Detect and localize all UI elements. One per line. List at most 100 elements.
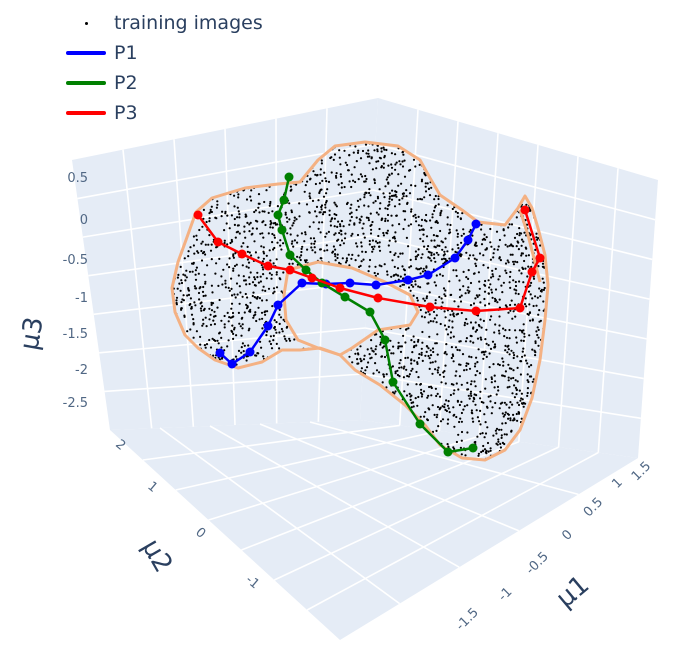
training-point xyxy=(318,190,321,193)
training-point xyxy=(339,173,342,176)
p2-point xyxy=(273,210,283,220)
training-point xyxy=(503,234,506,237)
training-point xyxy=(265,277,268,280)
training-point xyxy=(300,250,303,254)
training-point xyxy=(313,240,317,243)
training-point xyxy=(195,266,198,269)
training-point xyxy=(269,202,272,205)
training-point xyxy=(505,403,508,406)
training-point xyxy=(280,290,283,293)
training-point xyxy=(538,309,541,312)
training-point xyxy=(355,160,358,163)
training-point xyxy=(497,329,501,332)
training-point xyxy=(386,229,389,232)
training-point xyxy=(254,284,257,287)
training-point xyxy=(351,232,354,235)
training-point xyxy=(365,366,369,369)
training-point xyxy=(513,396,517,399)
training-point xyxy=(477,452,480,455)
training-point xyxy=(438,295,441,299)
grid-line xyxy=(224,128,236,426)
training-point xyxy=(290,242,293,245)
training-point xyxy=(420,178,424,181)
training-point xyxy=(417,356,420,360)
legend-item-training[interactable]: training images xyxy=(66,8,263,38)
training-point xyxy=(520,417,523,420)
training-point xyxy=(300,232,303,235)
legend-label-training: training images xyxy=(114,12,263,34)
training-point xyxy=(414,165,417,168)
legend-label-p3: P3 xyxy=(114,102,138,124)
training-point xyxy=(403,175,407,178)
training-point xyxy=(384,219,387,223)
training-point xyxy=(483,413,486,416)
training-point xyxy=(312,237,316,240)
training-point xyxy=(474,297,477,300)
training-point xyxy=(348,154,351,157)
p3-point xyxy=(335,283,345,293)
training-point xyxy=(363,196,366,199)
training-point xyxy=(513,303,517,306)
training-point xyxy=(466,431,469,434)
p1-line xyxy=(219,223,478,366)
training-point xyxy=(495,393,498,396)
grid-line xyxy=(317,108,328,422)
training-point xyxy=(361,250,364,253)
training-point xyxy=(478,252,482,255)
training-point xyxy=(466,289,469,292)
training-point xyxy=(517,241,520,244)
training-point xyxy=(509,270,512,274)
training-point xyxy=(465,318,468,321)
training-point xyxy=(264,223,267,227)
training-point xyxy=(368,188,371,191)
training-point xyxy=(474,330,477,333)
training-point xyxy=(511,317,514,320)
training-point xyxy=(364,191,367,194)
training-point xyxy=(338,231,341,235)
training-point xyxy=(456,348,459,351)
training-point xyxy=(531,348,534,351)
training-point xyxy=(391,259,394,262)
training-point xyxy=(454,374,457,377)
training-point xyxy=(399,350,403,353)
training-point xyxy=(415,383,418,386)
training-point xyxy=(231,316,234,319)
legend-item-p3[interactable]: P3 xyxy=(66,98,263,128)
training-point xyxy=(537,336,540,339)
training-point xyxy=(478,372,481,375)
training-point xyxy=(354,352,357,355)
training-point xyxy=(482,357,485,360)
training-point xyxy=(192,318,195,321)
training-point xyxy=(360,215,363,218)
training-point xyxy=(211,337,214,340)
training-point xyxy=(503,433,506,436)
grid-line xyxy=(367,281,647,340)
training-point xyxy=(239,291,242,294)
training-point xyxy=(448,280,451,283)
training-point xyxy=(429,349,432,352)
training-point xyxy=(295,218,298,221)
training-point xyxy=(317,199,320,202)
training-point xyxy=(339,225,342,228)
training-point xyxy=(483,353,486,356)
training-point xyxy=(354,180,357,184)
legend-item-p1[interactable]: P1 xyxy=(66,38,263,68)
training-point xyxy=(279,316,283,319)
training-point xyxy=(489,394,492,397)
training-point xyxy=(373,179,376,182)
grid-line xyxy=(88,235,371,277)
training-point xyxy=(386,207,389,211)
training-point xyxy=(494,323,497,326)
training-point xyxy=(187,288,190,291)
training-point xyxy=(424,354,427,357)
training-point xyxy=(525,305,528,308)
training-point xyxy=(438,408,441,411)
training-point xyxy=(252,314,256,317)
training-point xyxy=(310,246,313,249)
training-point xyxy=(519,373,523,376)
training-point xyxy=(459,446,462,449)
training-point xyxy=(192,336,195,339)
legend-item-p2[interactable]: P2 xyxy=(66,68,263,98)
training-point xyxy=(532,277,536,280)
